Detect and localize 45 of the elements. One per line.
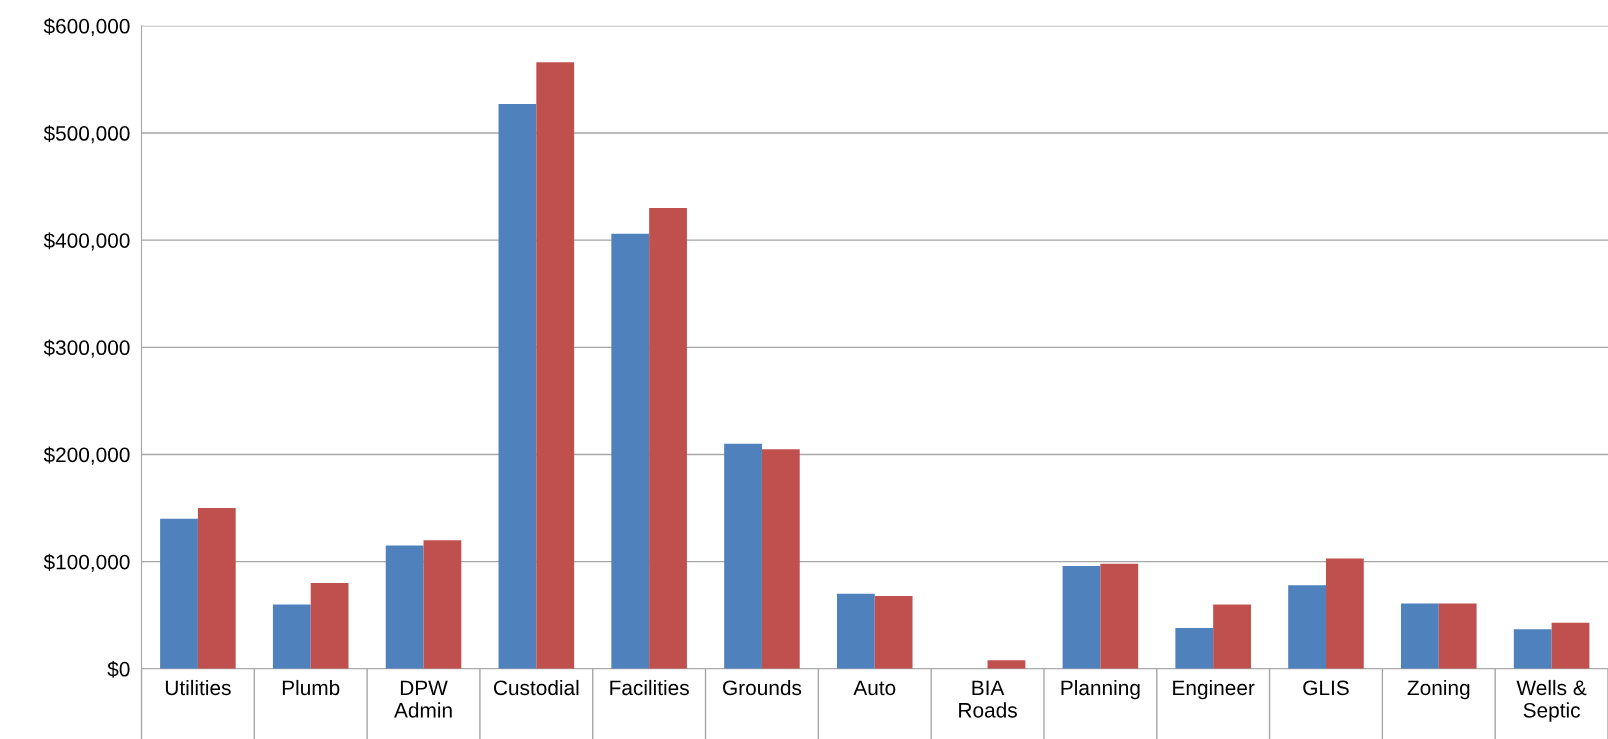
y-tick-label: $600,000 xyxy=(43,17,130,37)
bar xyxy=(836,593,875,669)
bar xyxy=(536,62,575,669)
y-tick-label: $400,000 xyxy=(43,232,130,251)
bar xyxy=(385,545,424,669)
x-tick-label: Planning xyxy=(1061,679,1140,700)
bar xyxy=(1062,565,1101,669)
bar xyxy=(649,208,687,669)
x-tick-label: GLIS xyxy=(1303,680,1349,696)
y-tick-label: $500,000 xyxy=(43,125,130,144)
bar xyxy=(1401,603,1439,669)
bar xyxy=(1513,629,1552,669)
bar xyxy=(160,518,198,669)
bar xyxy=(1100,563,1139,669)
bar xyxy=(1175,628,1214,669)
x-tick-label: Zoning xyxy=(1407,679,1470,700)
bar xyxy=(197,508,236,669)
bar xyxy=(1288,585,1326,669)
x-tick-label: DPW Admin xyxy=(394,680,452,718)
x-tick-label: Utilities xyxy=(165,679,231,696)
bar xyxy=(423,540,462,669)
bar xyxy=(611,233,650,669)
x-tick-label: BIA Roads xyxy=(959,680,1017,718)
x-tick-label: Auto xyxy=(853,680,896,696)
bar xyxy=(1213,604,1251,669)
x-tick-label: Plumb xyxy=(282,679,340,696)
bar xyxy=(987,660,1026,669)
y-tick-label: $0 xyxy=(107,660,130,678)
bar xyxy=(874,595,913,669)
bar xyxy=(272,604,311,669)
x-tick-label: Wells & Septic xyxy=(1516,679,1587,722)
bar xyxy=(310,583,349,669)
x-tick-label: Grounds xyxy=(723,679,802,696)
x-tick-label: Engineer xyxy=(1173,679,1255,700)
bar xyxy=(724,443,762,669)
bar xyxy=(761,449,800,669)
y-tick-label: $300,000 xyxy=(43,339,130,358)
x-tick-label: Custodial xyxy=(493,679,579,696)
y-tick-label: $100,000 xyxy=(43,553,130,572)
bar xyxy=(1438,603,1477,669)
bar xyxy=(1551,622,1590,669)
bar xyxy=(1325,558,1364,669)
y-tick-label: $200,000 xyxy=(43,446,130,465)
bar xyxy=(498,104,537,669)
x-tick-label: Facilities xyxy=(610,679,689,696)
